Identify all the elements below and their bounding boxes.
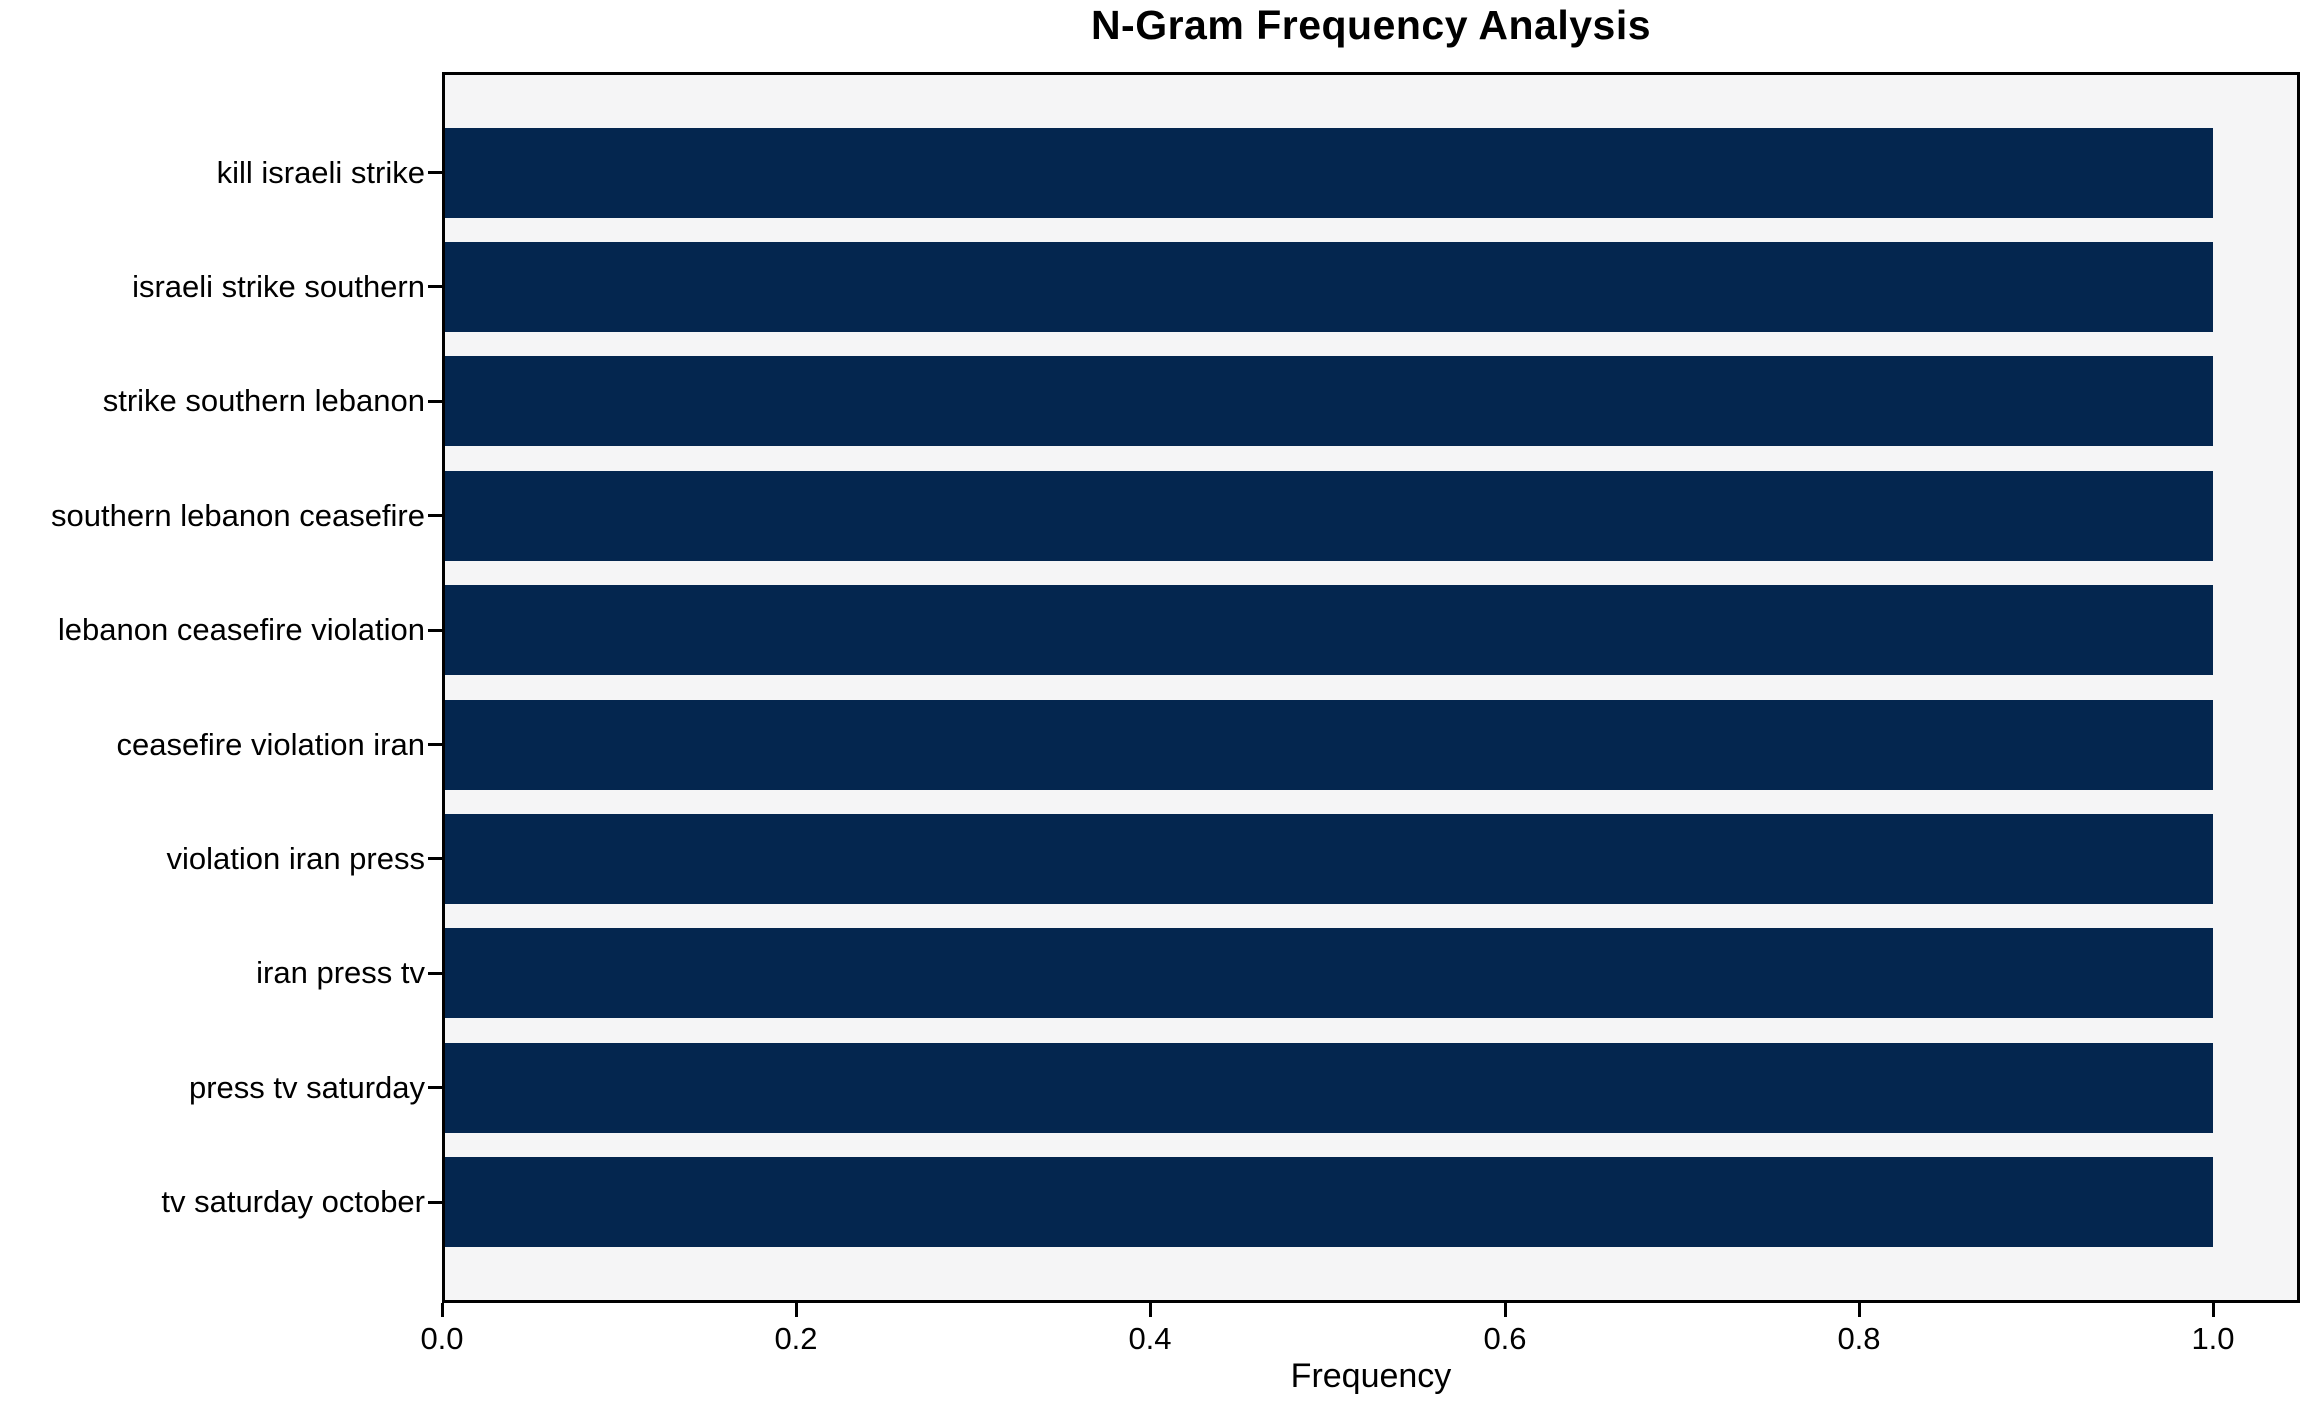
x-tick-label: 1.0 [2191,1321,2235,1356]
bar [442,356,2213,447]
bar [442,928,2213,1019]
y-tick-mark [428,400,442,403]
bar [442,1042,2213,1133]
y-tick-label: ceasefire violation iran [116,727,425,762]
y-tick-mark [428,171,442,174]
chart-title: N-Gram Frequency Analysis [1090,2,1652,48]
bar [442,699,2213,790]
x-tick-label: 0.0 [420,1321,464,1356]
y-tick-mark [428,514,442,517]
y-tick-label: strike southern lebanon [102,383,425,418]
x-tick-label: 0.8 [1837,1321,1881,1356]
bar [442,127,2213,218]
x-tick-mark [795,1303,798,1317]
x-tick-mark [1858,1303,1861,1317]
y-tick-label: tv saturday october [161,1184,425,1219]
bar [442,1157,2213,1248]
y-tick-label: lebanon ceasefire violation [57,612,425,647]
y-tick-label: violation iran press [166,841,425,876]
y-tick-mark [428,1086,442,1089]
y-tick-mark [428,972,442,975]
y-tick-label: kill israeli strike [216,155,425,190]
y-tick-label: press tv saturday [188,1070,425,1105]
y-tick-mark [428,743,442,746]
x-axis-label: Frequency [1290,1357,1452,1395]
bar [442,470,2213,561]
bar [442,585,2213,676]
y-tick-label: iran press tv [256,955,425,990]
x-tick-mark [1149,1303,1152,1317]
bar [442,813,2213,904]
y-tick-mark [428,285,442,288]
x-tick-label: 0.6 [1483,1321,1527,1356]
y-tick-mark [428,629,442,632]
y-tick-label: southern lebanon ceasefire [51,498,425,533]
x-tick-mark [1504,1303,1507,1317]
y-tick-mark [428,857,442,860]
x-tick-label: 0.4 [1128,1321,1172,1356]
x-tick-mark [441,1303,444,1317]
y-tick-label: israeli strike southern [132,269,425,304]
bar [442,241,2213,332]
y-tick-mark [428,1201,442,1204]
x-tick-label: 0.2 [774,1321,818,1356]
x-tick-mark [2212,1303,2215,1317]
